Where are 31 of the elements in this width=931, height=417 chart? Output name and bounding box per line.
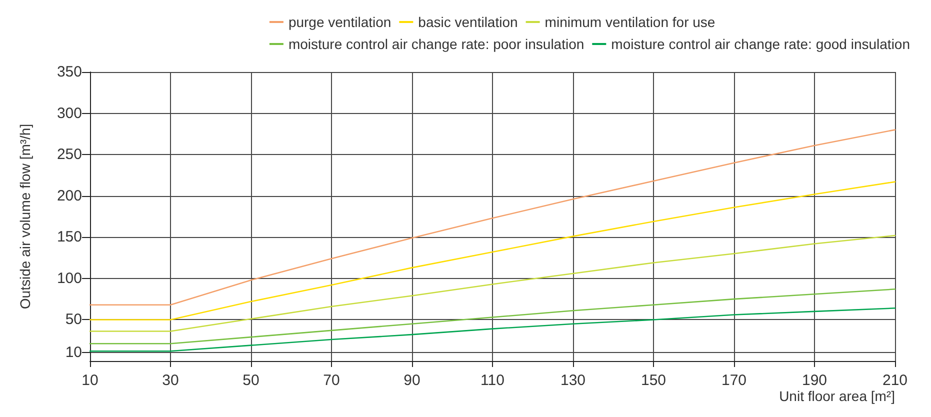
line-series [89, 129, 896, 306]
legend-label: moisture control air change rate: good insulation [611, 36, 910, 52]
y-tick-label: 100 [56, 270, 82, 287]
x-tick-label: 30 [162, 372, 179, 389]
x-axis-title: Unit floor area [m²] [779, 388, 895, 404]
legend-label: basic ventilation [418, 14, 518, 30]
line-series [89, 308, 896, 352]
y-tick-label: 150 [56, 228, 82, 246]
y-tick-label: 350 [56, 64, 82, 80]
legend-label: minimum ventilation for use [544, 14, 716, 30]
y-tick-label: 10 [65, 344, 82, 362]
x-tick-label: 130 [560, 372, 586, 389]
x-tick-label: 150 [640, 372, 666, 389]
x-tick-label: 170 [721, 372, 747, 389]
legend-label: moisture control air change rate: poor insulation [288, 36, 584, 52]
x-tick-label: 190 [802, 372, 828, 389]
line-series [89, 234, 896, 332]
x-tick-label: 210 [882, 372, 908, 389]
legend-label: purge ventilation [288, 14, 392, 30]
x-tick-label: 50 [242, 372, 260, 389]
x-tick-label: 110 [480, 372, 504, 389]
line-series [89, 288, 896, 344]
x-tick-label: 90 [404, 372, 420, 389]
x-tick-label: 70 [323, 372, 340, 389]
y-tick-label: 50 [65, 311, 82, 328]
y-tick-label: 300 [56, 104, 82, 122]
line-series [89, 181, 896, 320]
y-tick-label: 200 [56, 187, 82, 204]
x-tick-label: 10 [82, 372, 98, 389]
y-tick-label: 250 [56, 146, 82, 164]
y-axis-title: Outside air volume flow [m³/h] [17, 124, 33, 310]
